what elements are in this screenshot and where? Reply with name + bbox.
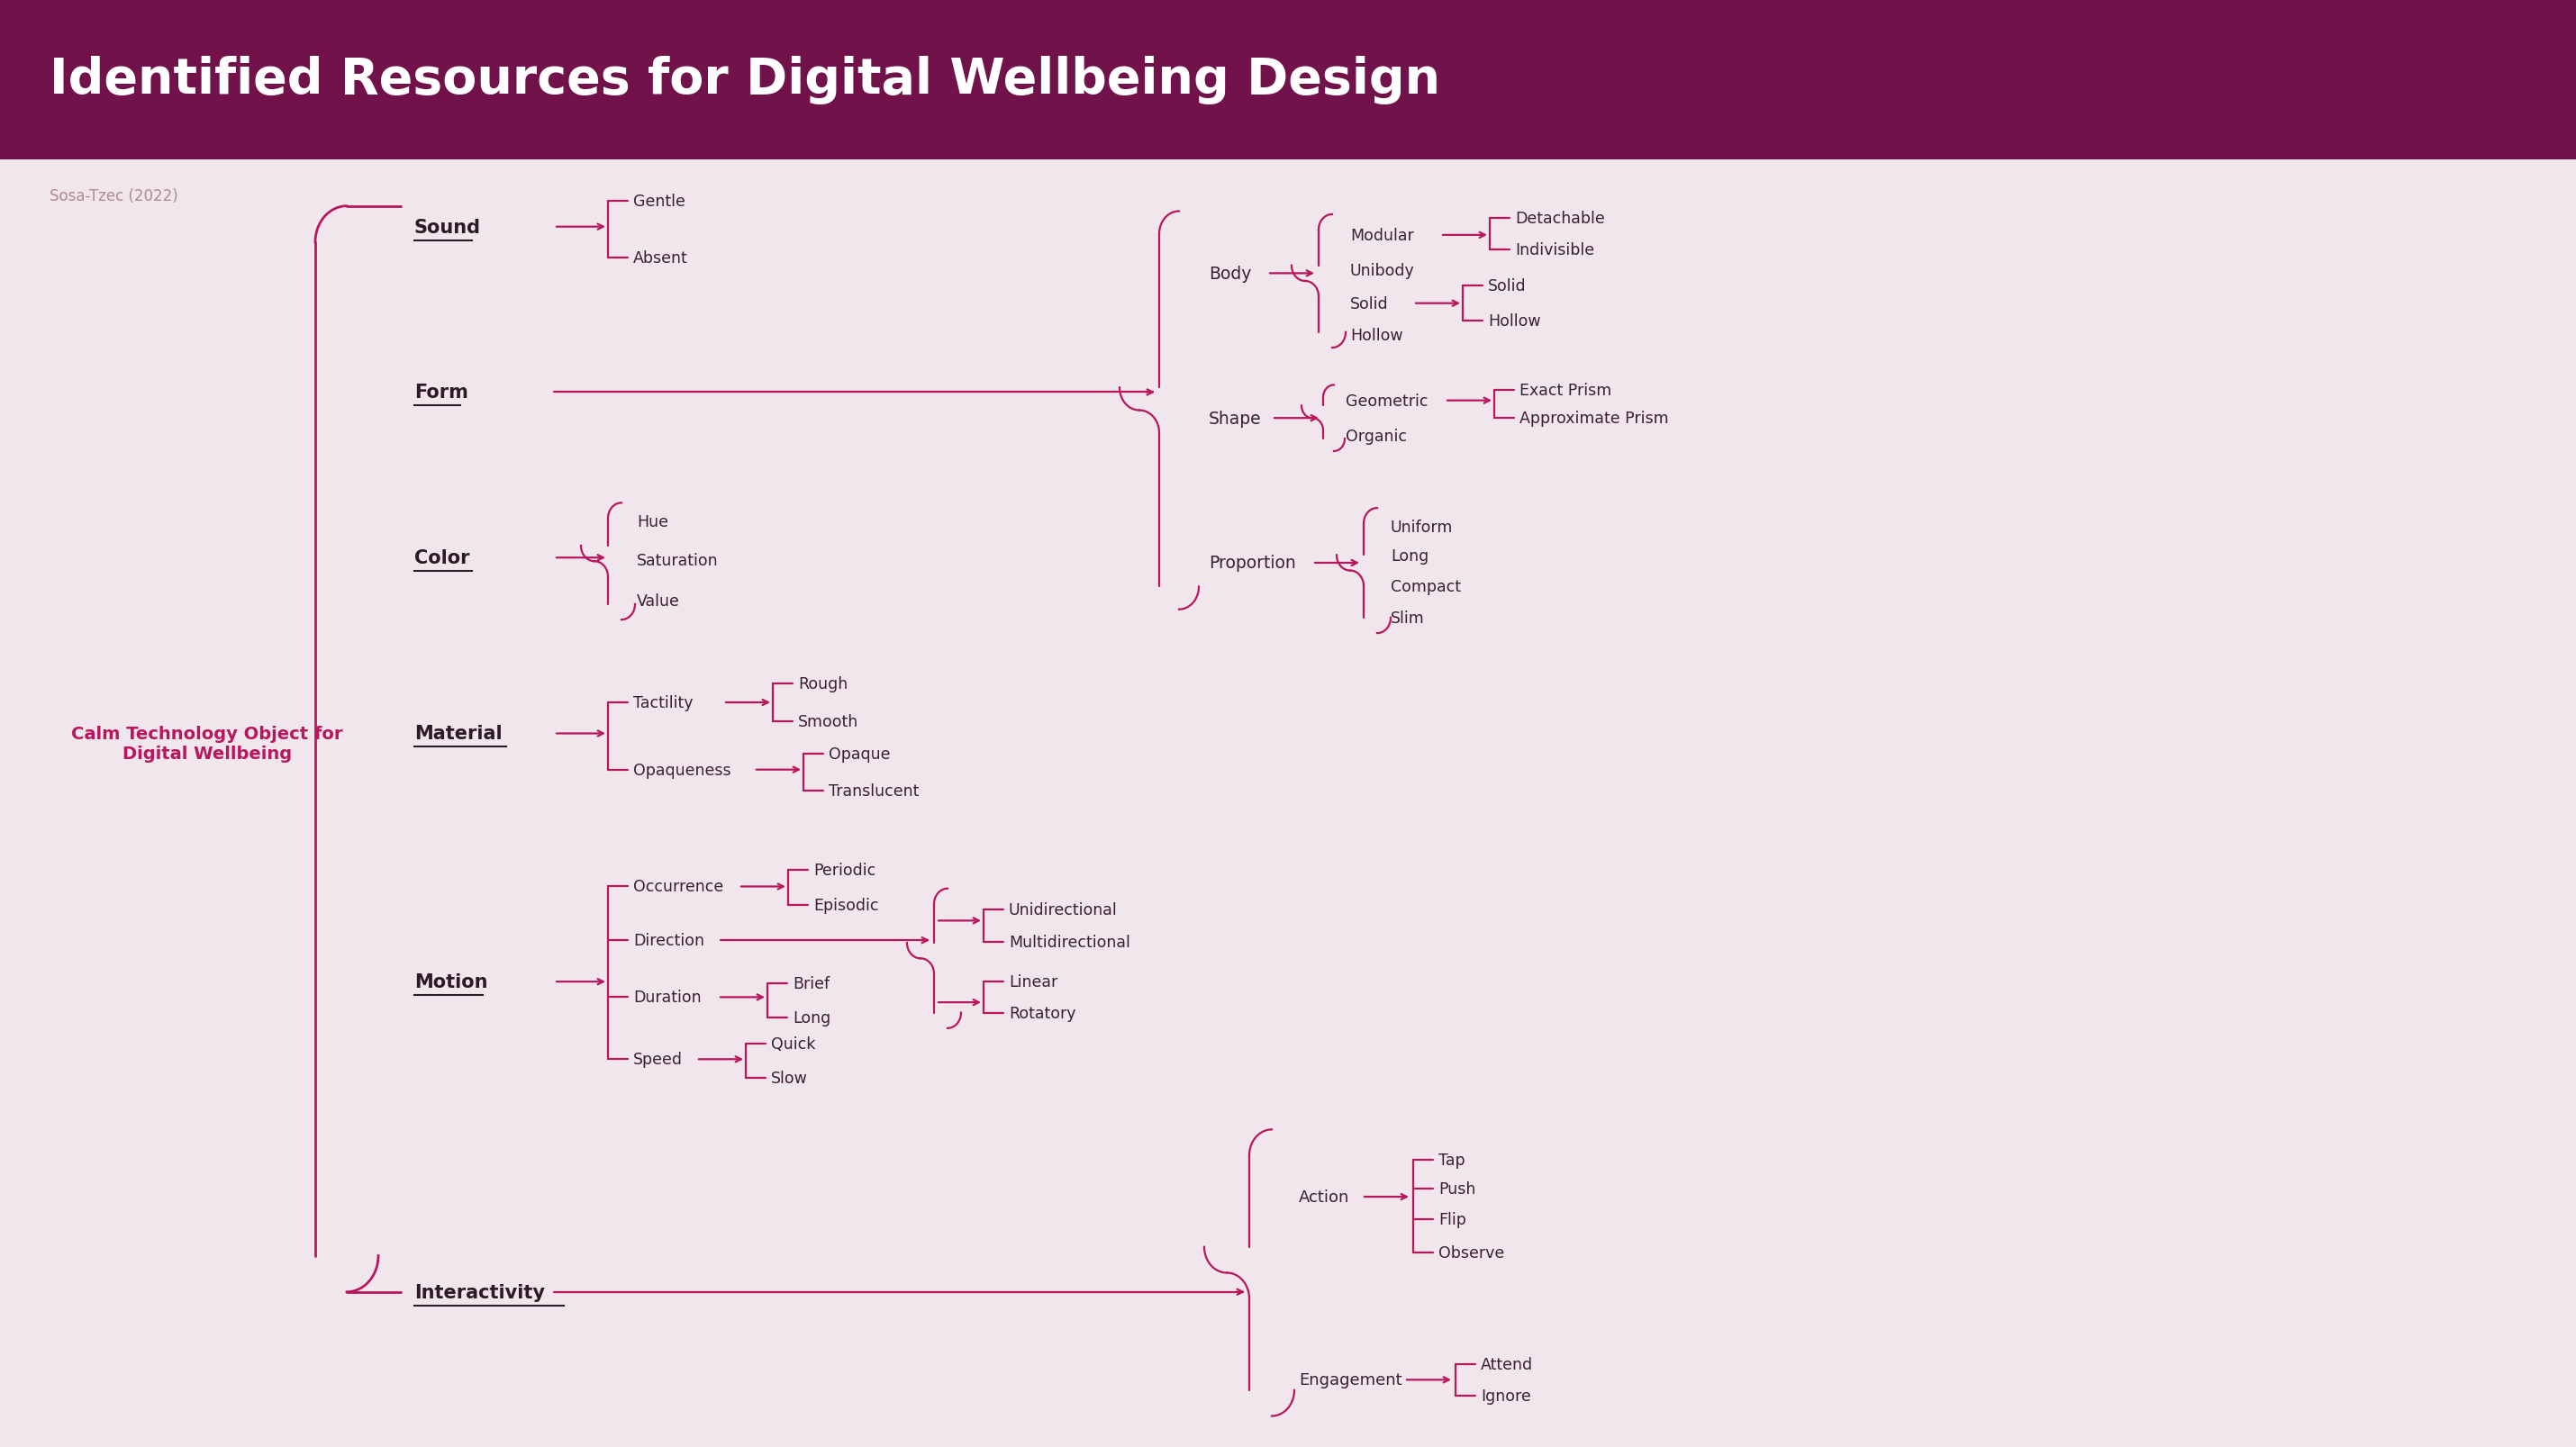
Text: Unibody: Unibody [1350,263,1414,279]
Text: Rotatory: Rotatory [1010,1004,1077,1022]
Text: Smooth: Smooth [799,713,858,729]
Text: Value: Value [636,593,680,609]
Text: Interactivity: Interactivity [415,1283,546,1301]
Text: Identified Resources for Digital Wellbeing Design: Identified Resources for Digital Wellbei… [49,56,1440,104]
Text: Tap: Tap [1437,1152,1466,1168]
Text: Modular: Modular [1350,227,1414,243]
Text: Direction: Direction [634,932,703,949]
Text: Hollow: Hollow [1350,328,1404,344]
Text: Episodic: Episodic [814,897,878,913]
Text: Multidirectional: Multidirectional [1010,935,1131,951]
Text: Periodic: Periodic [814,862,876,878]
Text: Unidirectional: Unidirectional [1010,901,1118,917]
Text: Indivisible: Indivisible [1515,242,1595,258]
Text: Uniform: Uniform [1391,519,1453,535]
Text: Slim: Slim [1391,611,1425,627]
Text: Duration: Duration [634,990,701,1006]
Text: Attend: Attend [1481,1356,1533,1372]
Text: Flip: Flip [1437,1211,1466,1227]
Text: Tactility: Tactility [634,695,693,710]
Text: Occurrence: Occurrence [634,878,724,894]
Text: Exact Prism: Exact Prism [1520,382,1613,399]
Text: Solid: Solid [1489,278,1528,294]
Text: Saturation: Saturation [636,553,719,569]
Text: Compact: Compact [1391,579,1461,595]
Text: Ignore: Ignore [1481,1388,1530,1404]
Text: Solid: Solid [1350,295,1388,313]
Text: Color: Color [415,548,469,567]
Text: Observe: Observe [1437,1244,1504,1260]
Text: Gentle: Gentle [634,194,685,210]
Text: Opaque: Opaque [829,747,891,763]
Text: Geometric: Geometric [1345,394,1427,410]
Text: Engagement: Engagement [1298,1372,1401,1388]
Text: Linear: Linear [1010,974,1059,990]
Text: Push: Push [1437,1181,1476,1197]
Text: Hue: Hue [636,514,667,530]
Text: Translucent: Translucent [829,783,920,799]
Text: Shape: Shape [1208,410,1262,427]
Text: Proportion: Proportion [1208,554,1296,572]
Text: Slow: Slow [770,1069,809,1087]
Text: Action: Action [1298,1189,1350,1205]
Text: Sound: Sound [415,218,482,236]
Text: Hollow: Hollow [1489,314,1540,330]
Text: Form: Form [415,383,469,402]
Text: Calm Technology Object for
Digital Wellbeing: Calm Technology Object for Digital Wellb… [72,726,343,763]
Text: Quick: Quick [770,1036,817,1052]
Text: Rough: Rough [799,676,848,692]
Text: Long: Long [793,1010,829,1026]
Text: Approximate Prism: Approximate Prism [1520,411,1669,427]
Text: Long: Long [1391,548,1430,564]
Text: Speed: Speed [634,1052,683,1068]
Text: Detachable: Detachable [1515,211,1605,227]
Text: Motion: Motion [415,972,487,991]
Text: Body: Body [1208,265,1252,282]
Text: Brief: Brief [793,975,829,993]
Text: Material: Material [415,725,502,742]
FancyBboxPatch shape [0,0,2576,161]
Text: Absent: Absent [634,250,688,266]
Text: Organic: Organic [1345,428,1406,444]
Text: Opaqueness: Opaqueness [634,763,732,778]
Text: Sosa-Tzec (2022): Sosa-Tzec (2022) [49,188,178,204]
